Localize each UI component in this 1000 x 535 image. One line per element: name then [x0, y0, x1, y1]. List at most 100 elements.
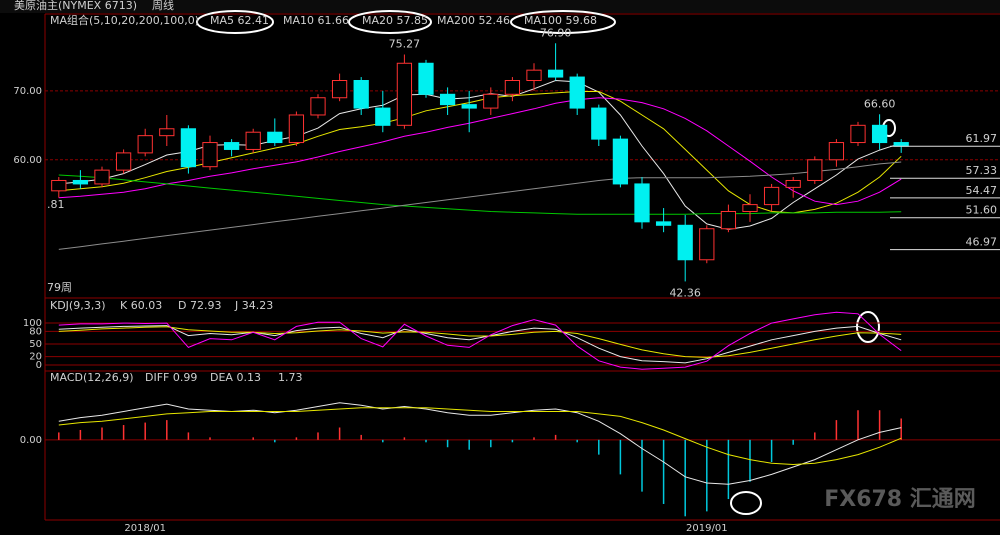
candle-body	[871, 124, 888, 144]
legend-value: 52.46	[479, 14, 511, 27]
y-tick-label: 60.00	[13, 155, 42, 166]
macd-bar	[511, 439, 514, 443]
candle-body	[850, 124, 866, 144]
macd-bar	[554, 434, 557, 440]
legend-item: MA200 52.46	[437, 14, 510, 27]
candle-body	[418, 62, 434, 95]
macd-bar	[79, 429, 82, 440]
annotation: 75.27	[389, 38, 421, 51]
legend-item: MA5 62.41	[210, 14, 269, 27]
macd-bar	[900, 418, 902, 440]
macd-bar	[857, 410, 859, 440]
y-tick-label: 70.00	[13, 86, 42, 97]
legend-value: 60.03	[131, 299, 163, 312]
candle-body	[526, 69, 542, 82]
candle-body	[245, 131, 261, 150]
legend-item: DIFF 0.99	[145, 371, 197, 384]
macd-bar	[403, 437, 406, 440]
x-tick-label: 2018/01	[124, 523, 166, 534]
candle-body	[288, 114, 305, 144]
highlight-ellipse	[730, 491, 762, 515]
y-tick-label: 0.00	[20, 435, 42, 446]
series-line	[58, 407, 902, 466]
y-tick-label: 0	[36, 360, 42, 371]
legend-value: 34.23	[242, 299, 274, 312]
legend-item: J 34.23	[234, 299, 273, 312]
series-line	[58, 97, 902, 206]
macd-bar	[101, 427, 103, 440]
candle-body	[569, 76, 585, 109]
macd-bar	[792, 439, 794, 445]
macd-bar	[274, 439, 276, 443]
macd-bar	[252, 437, 254, 440]
macd-bar	[425, 439, 427, 443]
legend-value: 1.73	[278, 371, 303, 384]
legend-title: MA组合(5,10,20,200,100,0)	[50, 13, 199, 27]
candle-body	[137, 135, 153, 154]
candle-body	[828, 142, 845, 161]
annotation: 66.60	[864, 97, 896, 110]
candle-body	[223, 142, 240, 150]
highlights	[196, 10, 896, 515]
legend-name: D	[178, 299, 186, 312]
candle-body	[439, 93, 456, 106]
annotation: 76.90	[540, 26, 572, 39]
y-tick-label: 20	[29, 352, 42, 363]
macd-bar	[360, 434, 362, 440]
y-tick-label: 80	[29, 326, 42, 337]
candle-body	[267, 131, 283, 144]
candle-body	[612, 138, 629, 185]
candle-body	[202, 142, 218, 168]
legend-title: KDJ(9,3,3)	[50, 299, 106, 312]
candle-body	[720, 211, 737, 230]
candle-body	[634, 183, 650, 223]
legend-item: K 60.03	[120, 299, 162, 312]
macd-bar	[533, 437, 535, 440]
candle-body	[159, 128, 175, 137]
candle-body	[375, 107, 391, 126]
candle-body	[655, 221, 672, 226]
macd-bar	[619, 439, 622, 475]
y-tick-label: 100	[23, 318, 42, 329]
macd-bar	[770, 439, 773, 463]
legend-value: 57.85	[397, 14, 429, 27]
legend-value: 59.68	[566, 14, 598, 27]
macd-bar	[317, 432, 319, 440]
legend-name: MA20	[362, 14, 393, 27]
legend-item: 1.73	[278, 371, 303, 384]
highlight-ellipse	[348, 10, 432, 34]
candle-body	[677, 224, 693, 261]
series-line	[58, 79, 902, 230]
title-bar	[0, 0, 1000, 13]
legend-item: DEA 0.13	[210, 371, 261, 384]
candle-body	[115, 152, 132, 171]
macd-bar	[878, 410, 881, 440]
macd-bar	[749, 439, 751, 482]
x-tick-label: 2019/01	[686, 523, 728, 534]
macd-bar	[295, 437, 298, 440]
candle-body	[94, 169, 110, 185]
highlight-ellipse	[510, 10, 616, 34]
macd-bar	[684, 439, 686, 517]
candle-body	[353, 80, 369, 109]
legend-name: DIFF	[145, 371, 169, 384]
period[interactable]: 周线	[152, 0, 174, 12]
macd-bar	[814, 432, 816, 440]
legend-title: MACD(12,26,9)	[50, 371, 134, 384]
level-label: 57.33	[966, 164, 998, 177]
legend-item: MA20 57.85	[362, 14, 428, 27]
legend-name: MA10	[283, 14, 314, 27]
macd-bar	[144, 422, 146, 440]
macd-bar	[58, 432, 60, 440]
y-tick-label: 50	[29, 339, 42, 350]
macd-bar	[727, 439, 730, 500]
legend-value: 0.13	[236, 371, 261, 384]
candle-body	[461, 104, 477, 109]
legend-value: 61.66	[318, 14, 350, 27]
series-line	[58, 174, 902, 215]
candle-body	[51, 179, 67, 192]
level-label: 61.97	[966, 132, 998, 145]
macd-bar	[338, 427, 341, 440]
macd-bar	[835, 420, 838, 440]
